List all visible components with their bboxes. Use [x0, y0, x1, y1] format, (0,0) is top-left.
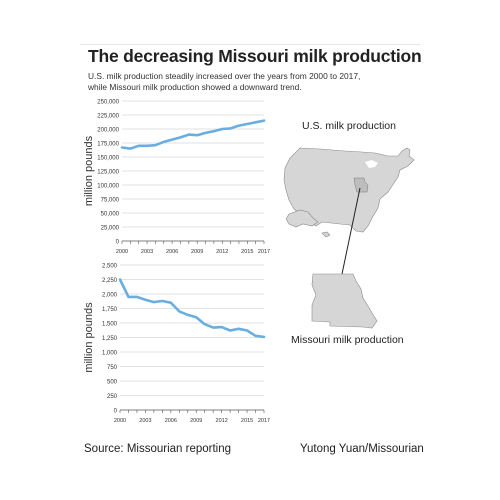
- data-point: [129, 147, 132, 150]
- missouri-state-shape: [353, 177, 369, 193]
- y-tick-label: 150,000: [97, 155, 119, 161]
- data-point: [178, 310, 181, 313]
- page-subtitle: U.S. milk production steadily increased …: [88, 71, 418, 93]
- x-tick-label: 2009: [191, 249, 203, 255]
- data-point: [237, 327, 240, 330]
- y-tick-label: 200,000: [97, 127, 119, 133]
- data-point: [263, 119, 265, 122]
- data-point: [195, 316, 198, 319]
- data-point: [152, 301, 155, 304]
- data-point: [187, 133, 190, 136]
- x-tick-label: 2006: [166, 249, 178, 255]
- data-point: [146, 144, 148, 147]
- data-point: [127, 296, 130, 298]
- y-tick-label: 225,000: [97, 113, 119, 119]
- y-tick-label: 2,500: [102, 263, 118, 269]
- data-point: [121, 146, 123, 149]
- us-map-outline: [283, 147, 415, 233]
- x-tick-label: 2015: [241, 249, 253, 255]
- data-point: [136, 296, 138, 298]
- data-point: [154, 144, 157, 147]
- data-point: [246, 123, 249, 125]
- x-tick-label: 2006: [165, 418, 177, 424]
- data-point: [162, 140, 165, 143]
- data-point: [119, 278, 121, 281]
- x-tick-label: 2003: [141, 249, 153, 255]
- data-point: [212, 326, 215, 329]
- y-axis-label: million pounds: [83, 135, 95, 206]
- data-point: [161, 300, 164, 302]
- missouri-map-outline: [311, 273, 378, 329]
- series-line: [118, 278, 266, 339]
- missouri-milk-chart: 0 250 500 750 1,000 1,250 1,500 1,750 2,000 2,250…: [83, 263, 270, 424]
- missouri-map-label: Missouri milk production: [291, 334, 404, 346]
- us-milk-chart: 0 25,000 50,000 75,000 100,000 125,000 150,000…: [83, 99, 270, 255]
- x-tick-label: 2017: [258, 249, 270, 255]
- y-tick-label: 1,750: [102, 307, 118, 313]
- y-tick-label: 125,000: [97, 169, 119, 175]
- data-point: [254, 334, 257, 337]
- source-credit: Source: Missourian reporting: [84, 443, 232, 455]
- data-point: [196, 134, 199, 137]
- y-tick-label: 1,250: [102, 336, 118, 342]
- connector-line: [341, 187, 361, 275]
- x-tick-label: 2012: [216, 249, 228, 255]
- us-map-great-lakes: [365, 160, 378, 168]
- data-point: [204, 132, 207, 134]
- x-tick-label: 2017: [258, 418, 270, 424]
- y-tick-label: 0: [116, 239, 120, 245]
- data-point: [263, 336, 265, 338]
- y-tick-label: 250,000: [97, 99, 119, 105]
- y-tick-label: 50,000: [101, 211, 120, 217]
- y-tick-label: 1,000: [102, 350, 118, 356]
- data-point: [212, 130, 215, 133]
- us-map-icon: [283, 147, 415, 238]
- y-tick-label: 750: [107, 365, 118, 371]
- data-point: [221, 128, 224, 130]
- data-point: [137, 144, 140, 147]
- subtitle-line-2: while Missouri milk production showed a …: [88, 82, 302, 92]
- y-tick-label: 0: [114, 408, 118, 414]
- x-tick-label: 2009: [190, 418, 202, 424]
- page-title: The decreasing Missouri milk production: [88, 46, 422, 66]
- author-credit: Yutong Yuan/Missourian: [300, 443, 424, 455]
- data-point: [171, 138, 174, 141]
- top-rule: [80, 44, 420, 45]
- x-tick-label: 2000: [114, 418, 126, 424]
- data-point: [246, 329, 248, 332]
- missouri-map-icon: [311, 273, 378, 329]
- x-tick-label: 2012: [216, 418, 228, 424]
- y-tick-label: 75,000: [101, 197, 120, 203]
- y-tick-label: 2,250: [102, 278, 118, 284]
- x-tick-label: 2015: [241, 418, 253, 424]
- y-tick-label: 100,000: [97, 183, 119, 189]
- alaska-shape: [285, 209, 319, 228]
- subtitle-line-1: U.S. milk production steadily increased …: [88, 71, 361, 81]
- data-point: [179, 136, 182, 139]
- x-tick-label: 2000: [116, 249, 128, 255]
- us-map-label: U.S. milk production: [302, 120, 396, 132]
- data-point: [220, 326, 223, 328]
- x-tick-label: 2003: [139, 418, 151, 424]
- data-point: [186, 313, 189, 316]
- y-tick-label: 500: [107, 379, 118, 385]
- y-tick-label: 250: [107, 394, 118, 400]
- y-tick-label: 2,000: [102, 292, 118, 298]
- y-tick-label: 25,000: [101, 225, 120, 231]
- data-point: [229, 329, 232, 332]
- y-tick-label: 175,000: [97, 141, 119, 147]
- data-point: [229, 127, 232, 130]
- data-point: [254, 121, 257, 124]
- y-axis-label: million pounds: [83, 302, 95, 373]
- data-point: [203, 323, 206, 326]
- data-point: [144, 298, 147, 301]
- data-point: [169, 301, 172, 304]
- hawaii-shape: [321, 231, 331, 238]
- data-point: [238, 124, 240, 127]
- y-tick-label: 1,500: [102, 321, 118, 327]
- series-line: [120, 119, 266, 150]
